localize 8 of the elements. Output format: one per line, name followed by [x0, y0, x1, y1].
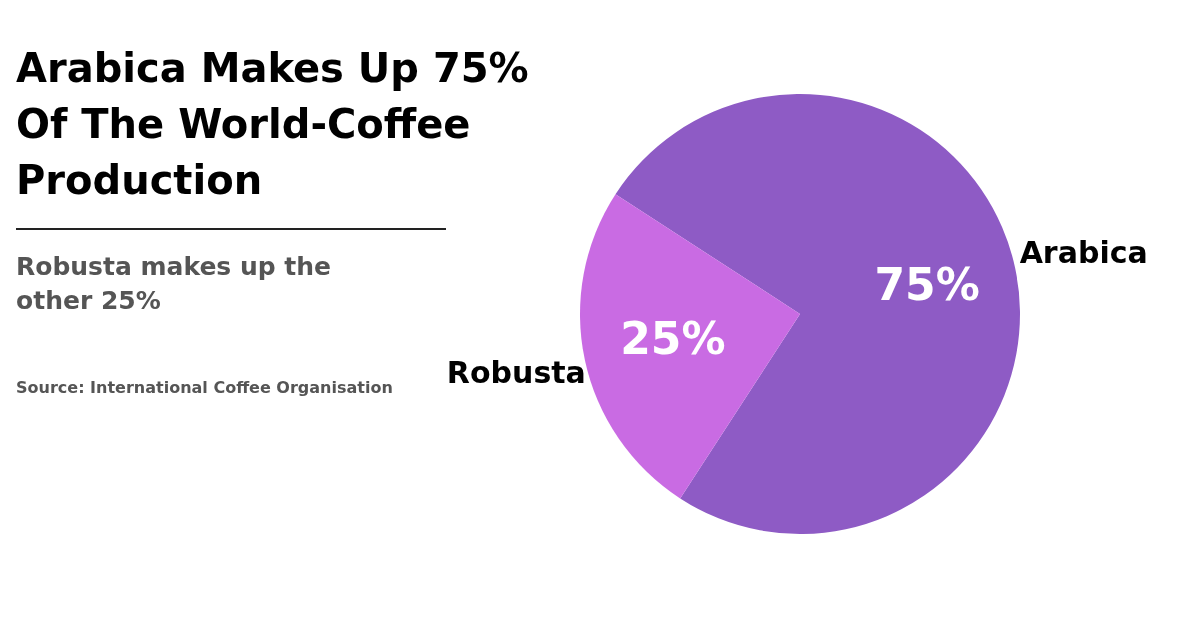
slice-label: Robusta — [446, 355, 586, 391]
data-label: 75% — [874, 258, 980, 310]
source-note: Source: International Coffee Organisation — [16, 378, 393, 397]
slice-label: Arabica — [1019, 234, 1148, 270]
data-label: 25% — [620, 313, 726, 365]
pie-slice — [615, 94, 1020, 534]
text: Robusta makes up the other 25% — [16, 251, 333, 317]
chart-title: Arabica Makes Up 75% Of The World-Coffee Production — [16, 44, 530, 205]
